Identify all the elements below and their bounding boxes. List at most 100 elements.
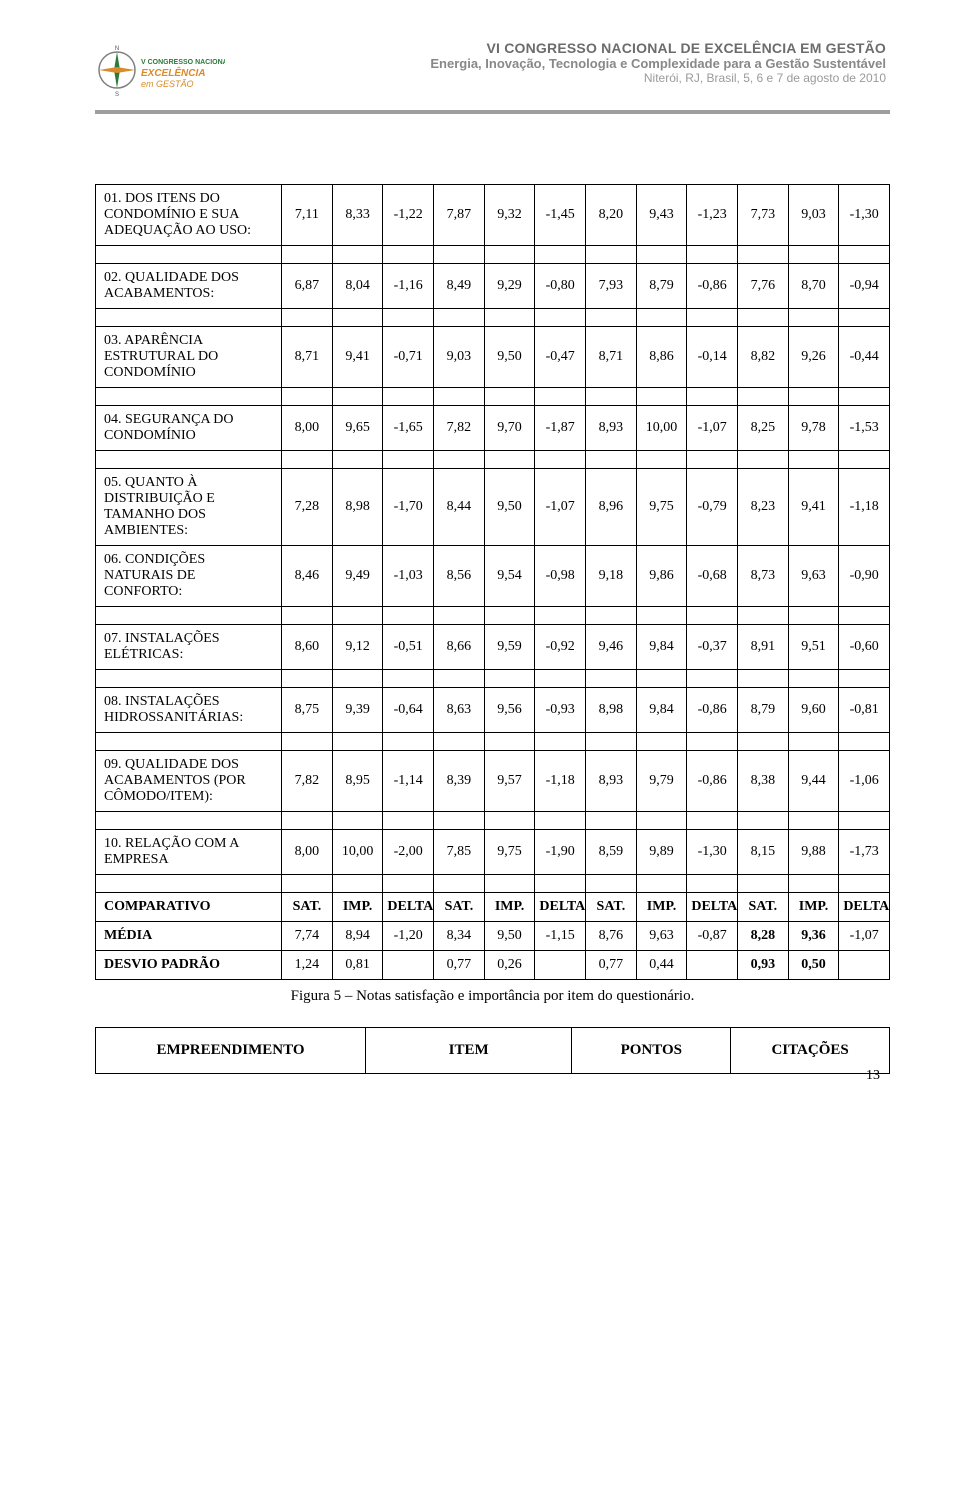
- table-cell: 8,49: [434, 264, 485, 309]
- media-cell: -1,20: [383, 922, 434, 951]
- table-cell: -0,98: [535, 546, 586, 607]
- table-row: 10. RELAÇÃO COM A EMPRESA8,0010,00-2,007…: [96, 830, 890, 875]
- table-cell: 7,76: [738, 264, 789, 309]
- table-cell: 8,93: [586, 751, 637, 812]
- table-cell: 9,44: [788, 751, 839, 812]
- table-cell: -0,60: [839, 625, 890, 670]
- table-cell: 8,33: [332, 185, 383, 246]
- media-cell: -1,15: [535, 922, 586, 951]
- svg-text:em GESTÃO: em GESTÃO: [141, 79, 194, 89]
- table-cell: 8,25: [738, 406, 789, 451]
- row-label: 01. DOS ITENS DO CONDOMÍNIO E SUA ADEQUA…: [96, 185, 282, 246]
- table-cell: -1,23: [687, 185, 738, 246]
- table-cell: 8,70: [788, 264, 839, 309]
- comparativo-row: COMPARATIVOSAT.IMP.DELTASAT.IMP.DELTASAT…: [96, 893, 890, 922]
- table-cell: -1,30: [687, 830, 738, 875]
- table-row: 06. CONDIÇÕES NATURAIS DE CONFORTO:8,46 9…: [96, 546, 890, 607]
- desvio-padrao-cell: [535, 951, 586, 980]
- desvio-padrao-cell: [383, 951, 434, 980]
- media-label: MÉDIA: [96, 922, 282, 951]
- table-cell: 9,32: [484, 185, 535, 246]
- table-row: 07. INSTALAÇÕES ELÉTRICAS:8,609,12-0,518…: [96, 625, 890, 670]
- table-cell: 9,46: [586, 625, 637, 670]
- table-cell: 8,00: [282, 830, 333, 875]
- table-cell: 8,63: [434, 688, 485, 733]
- table-cell: 9,75: [484, 830, 535, 875]
- table-row: 09. QUALIDADE DOS ACABAMENTOS (POR CÔMOD…: [96, 751, 890, 812]
- media-cell: 8,76: [586, 922, 637, 951]
- table-cell: -0,68: [687, 546, 738, 607]
- table-cell: -1,03: [383, 546, 434, 607]
- table-cell: -0,86: [687, 264, 738, 309]
- media-row: MÉDIA7,748,94-1,208,349,50-1,158,769,63-…: [96, 922, 890, 951]
- row-label: 09. QUALIDADE DOS ACABAMENTOS (POR CÔMOD…: [96, 751, 282, 812]
- table-cell: 8,79: [636, 264, 687, 309]
- row-label: 05. QUANTO À DISTRIBUIÇÃO E TAMANHO DOS …: [96, 469, 282, 546]
- figure-caption: Figura 5 – Notas satisfação e importânci…: [95, 988, 890, 1005]
- table-cell: 8,75: [282, 688, 333, 733]
- table-cell: 9,12: [332, 625, 383, 670]
- header-divider: [95, 110, 890, 114]
- table-cell: 8,73: [738, 546, 789, 607]
- table-cell: -1,90: [535, 830, 586, 875]
- media-cell: -0,87: [687, 922, 738, 951]
- table-cell: -0,71: [383, 327, 434, 388]
- table-cell: 9,29: [484, 264, 535, 309]
- table-cell: 7,73: [738, 185, 789, 246]
- comparativo-header: IMP.: [788, 893, 839, 922]
- table-cell: 7,93: [586, 264, 637, 309]
- table-cell: 9,50: [484, 469, 535, 546]
- satisfaction-table: 01. DOS ITENS DO CONDOMÍNIO E SUA ADEQUA…: [95, 184, 890, 980]
- comparativo-header: IMP.: [332, 893, 383, 922]
- table-cell: -0,14: [687, 327, 738, 388]
- header-location: Niterói, RJ, Brasil, 5, 6 e 7 de agosto …: [235, 71, 886, 85]
- media-cell: 8,34: [434, 922, 485, 951]
- table-row: 02. QUALIDADE DOS ACABAMENTOS:6,878,04-1…: [96, 264, 890, 309]
- table-cell: 9,41: [332, 327, 383, 388]
- footer-col-empreendimento: EMPREENDIMENTO: [96, 1028, 366, 1074]
- table-cell: 8,20: [586, 185, 637, 246]
- table-cell: -1,45: [535, 185, 586, 246]
- table-row: 04. SEGURANÇA DO CONDOMÍNIO8,009,65-1,65…: [96, 406, 890, 451]
- table-cell: -1,16: [383, 264, 434, 309]
- table-cell: 9,84: [636, 688, 687, 733]
- table-cell: 9,65: [332, 406, 383, 451]
- spacer-row: [96, 733, 890, 751]
- table-row: 03. APARÊNCIA ESTRUTURAL DO CONDOMÍNIO 8,…: [96, 327, 890, 388]
- spacer-row: [96, 812, 890, 830]
- table-cell: 9,54: [484, 546, 535, 607]
- desvio-padrao-row: DESVIO PADRÃO1,240,810,770,260,770,440,9…: [96, 951, 890, 980]
- row-label: 06. CONDIÇÕES NATURAIS DE CONFORTO:: [96, 546, 282, 607]
- table-cell: -1,07: [535, 469, 586, 546]
- media-cell: -1,07: [839, 922, 890, 951]
- comparativo-header: DELTA: [383, 893, 434, 922]
- media-cell: 9,36: [788, 922, 839, 951]
- spacer-row: [96, 451, 890, 469]
- table-cell: 7,82: [434, 406, 485, 451]
- table-cell: 9,79: [636, 751, 687, 812]
- table-cell: 8,56: [434, 546, 485, 607]
- table-cell: 8,66: [434, 625, 485, 670]
- table-cell: -1,07: [687, 406, 738, 451]
- table-cell: 8,98: [332, 469, 383, 546]
- table-cell: 9,84: [636, 625, 687, 670]
- table-cell: 7,82: [282, 751, 333, 812]
- table-cell: 9,39: [332, 688, 383, 733]
- table-cell: 8,71: [586, 327, 637, 388]
- table-cell: -2,00: [383, 830, 434, 875]
- table-cell: -1,18: [839, 469, 890, 546]
- row-label: 03. APARÊNCIA ESTRUTURAL DO CONDOMÍNIO: [96, 327, 282, 388]
- page-header: N S V CONGRESSO NACIONAL DE EXCELÊNCIA e…: [95, 40, 890, 100]
- table-cell: 8,46: [282, 546, 333, 607]
- table-cell: -0,80: [535, 264, 586, 309]
- table-cell: 9,59: [484, 625, 535, 670]
- table-cell: 8,15: [738, 830, 789, 875]
- media-cell: 8,28: [738, 922, 789, 951]
- table-cell: -0,86: [687, 688, 738, 733]
- row-label: 04. SEGURANÇA DO CONDOMÍNIO: [96, 406, 282, 451]
- comparativo-header: IMP.: [484, 893, 535, 922]
- table-cell: 8,60: [282, 625, 333, 670]
- table-cell: 8,95: [332, 751, 383, 812]
- table-cell: 9,75: [636, 469, 687, 546]
- table-cell: -0,90: [839, 546, 890, 607]
